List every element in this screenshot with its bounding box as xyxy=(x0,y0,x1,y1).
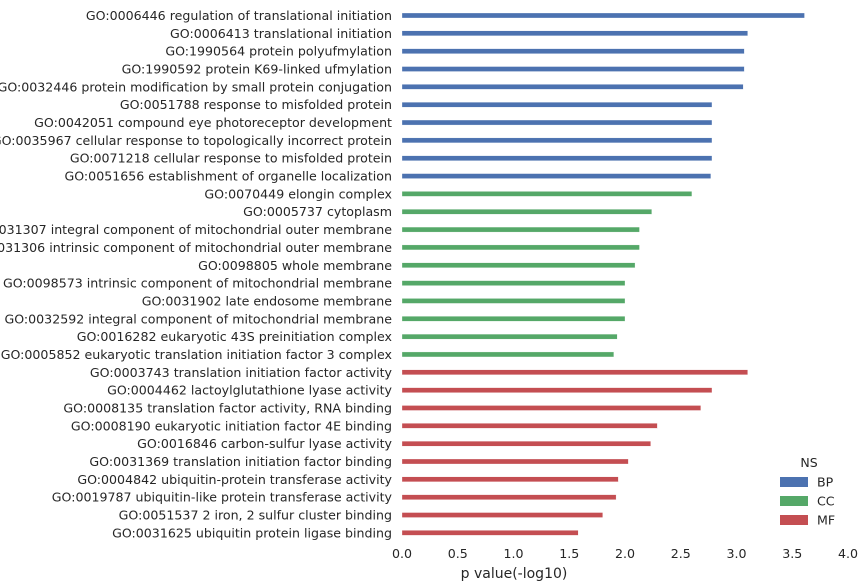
category-label: GO:0031625 ubiquitin protein ligase bind… xyxy=(112,525,392,540)
category-label: GO:0098805 whole membrane xyxy=(198,258,392,273)
x-tick-label: 3.0 xyxy=(726,546,746,561)
bar xyxy=(401,441,651,447)
bar xyxy=(401,102,713,108)
legend-swatch xyxy=(780,496,808,506)
category-label: GO:0005852 eukaryotic translation initia… xyxy=(1,347,393,362)
category-label: GO:0042051 compound eye photoreceptor de… xyxy=(34,115,392,130)
legend-swatch xyxy=(780,477,808,487)
bar xyxy=(401,84,744,90)
x-tick-label: 3.5 xyxy=(782,546,802,561)
x-tick-label: 0.0 xyxy=(392,546,412,561)
bar xyxy=(401,244,640,251)
bar xyxy=(401,137,713,144)
category-label: GO:0098573 intrinsic component of mitoch… xyxy=(3,276,392,291)
bar xyxy=(401,298,626,304)
bar xyxy=(401,48,745,54)
bar xyxy=(401,209,652,215)
bar xyxy=(401,191,693,197)
category-label: GO:0031307 integral component of mitocho… xyxy=(0,222,392,237)
bar xyxy=(401,494,617,500)
category-label: GO:0051788 response to misfolded protein xyxy=(120,97,392,112)
category-label: GO:0032592 integral component of mitocho… xyxy=(4,311,392,326)
category-label: GO:0051537 2 iron, 2 sulfur cluster bind… xyxy=(119,508,392,523)
category-labels-group: GO:0006446 regulation of translational i… xyxy=(0,8,393,540)
legend-label: MF xyxy=(817,513,835,528)
x-axis-label: p value(-log10) xyxy=(461,566,568,582)
category-label: GO:0006413 translational initiation xyxy=(170,26,392,41)
bar xyxy=(401,66,745,72)
category-label: GO:0032446 protein modification by small… xyxy=(0,79,392,94)
bar xyxy=(401,387,713,393)
category-label: GO:0016282 eukaryotic 43S preinitiation … xyxy=(77,329,393,344)
category-label: GO:0005737 cytoplasm xyxy=(243,204,392,219)
bar xyxy=(401,119,713,126)
bar xyxy=(401,351,615,358)
bar xyxy=(401,512,603,518)
legend-label: BP xyxy=(817,475,834,490)
category-label: GO:0003743 translation initiation factor… xyxy=(90,365,393,380)
x-tick-label: 4.0 xyxy=(838,546,858,561)
category-label: GO:0031369 translation initiation factor… xyxy=(89,454,392,469)
category-label: GO:0004842 ubiquitin-protein transferase… xyxy=(77,472,392,487)
x-tick-labels-group: 0.0 0.5 1.0 1.5 2.0 2.5 3.0 3.5 4.0 xyxy=(392,546,858,561)
bar xyxy=(401,30,748,36)
category-label: GO:0008135 translation factor activity, … xyxy=(63,400,392,415)
x-tick-label: 1.0 xyxy=(503,546,523,561)
bar xyxy=(401,262,636,268)
bar xyxy=(401,173,712,179)
bar xyxy=(401,155,713,161)
category-label: GO:0035967 cellular response to topologi… xyxy=(0,133,392,148)
bar xyxy=(401,12,805,19)
bar xyxy=(401,333,618,340)
category-label: GO:0006446 regulation of translational i… xyxy=(86,8,392,23)
bar xyxy=(401,405,701,411)
x-tick-label: 0.5 xyxy=(448,546,468,561)
category-label: GO:0016846 carbon-sulfur lyase activity xyxy=(137,436,392,451)
category-label: GO:0051656 establishment of organelle lo… xyxy=(64,169,392,184)
category-label: GO:0019787 ubiquitin-like protein transf… xyxy=(52,490,393,505)
category-label: GO:1990592 protein K69-linked ufmylation xyxy=(122,62,392,77)
bars-group xyxy=(401,12,805,536)
category-label: GO:0031902 late endosome membrane xyxy=(142,293,393,308)
bar xyxy=(401,226,640,233)
legend-label: CC xyxy=(817,494,835,509)
category-label: GO:0008190 eukaryotic initiation factor … xyxy=(71,418,392,433)
x-tick-label: 1.5 xyxy=(559,546,579,561)
bar xyxy=(401,316,626,322)
bar xyxy=(401,458,629,465)
bar xyxy=(401,476,619,482)
category-label: GO:1990564 protein polyufmylation xyxy=(165,44,392,59)
legend-swatch xyxy=(780,515,808,525)
x-tick-label: 2.5 xyxy=(671,546,691,561)
x-tick-label: 2.0 xyxy=(615,546,635,561)
bar xyxy=(401,530,579,536)
legend-title: NS xyxy=(800,455,817,470)
bar xyxy=(401,369,748,375)
bar xyxy=(401,423,658,429)
category-label: GO:0004462 lactoylglutathione lyase acti… xyxy=(107,383,392,398)
category-label: GO:0070449 elongin complex xyxy=(204,186,392,201)
bar xyxy=(401,280,626,286)
legend: NS BP CC MF xyxy=(780,455,835,528)
category-label: GO:0071218 cellular response to misfolde… xyxy=(70,151,392,166)
category-label: GO:0031306 intrinsic component of mitoch… xyxy=(0,240,392,255)
